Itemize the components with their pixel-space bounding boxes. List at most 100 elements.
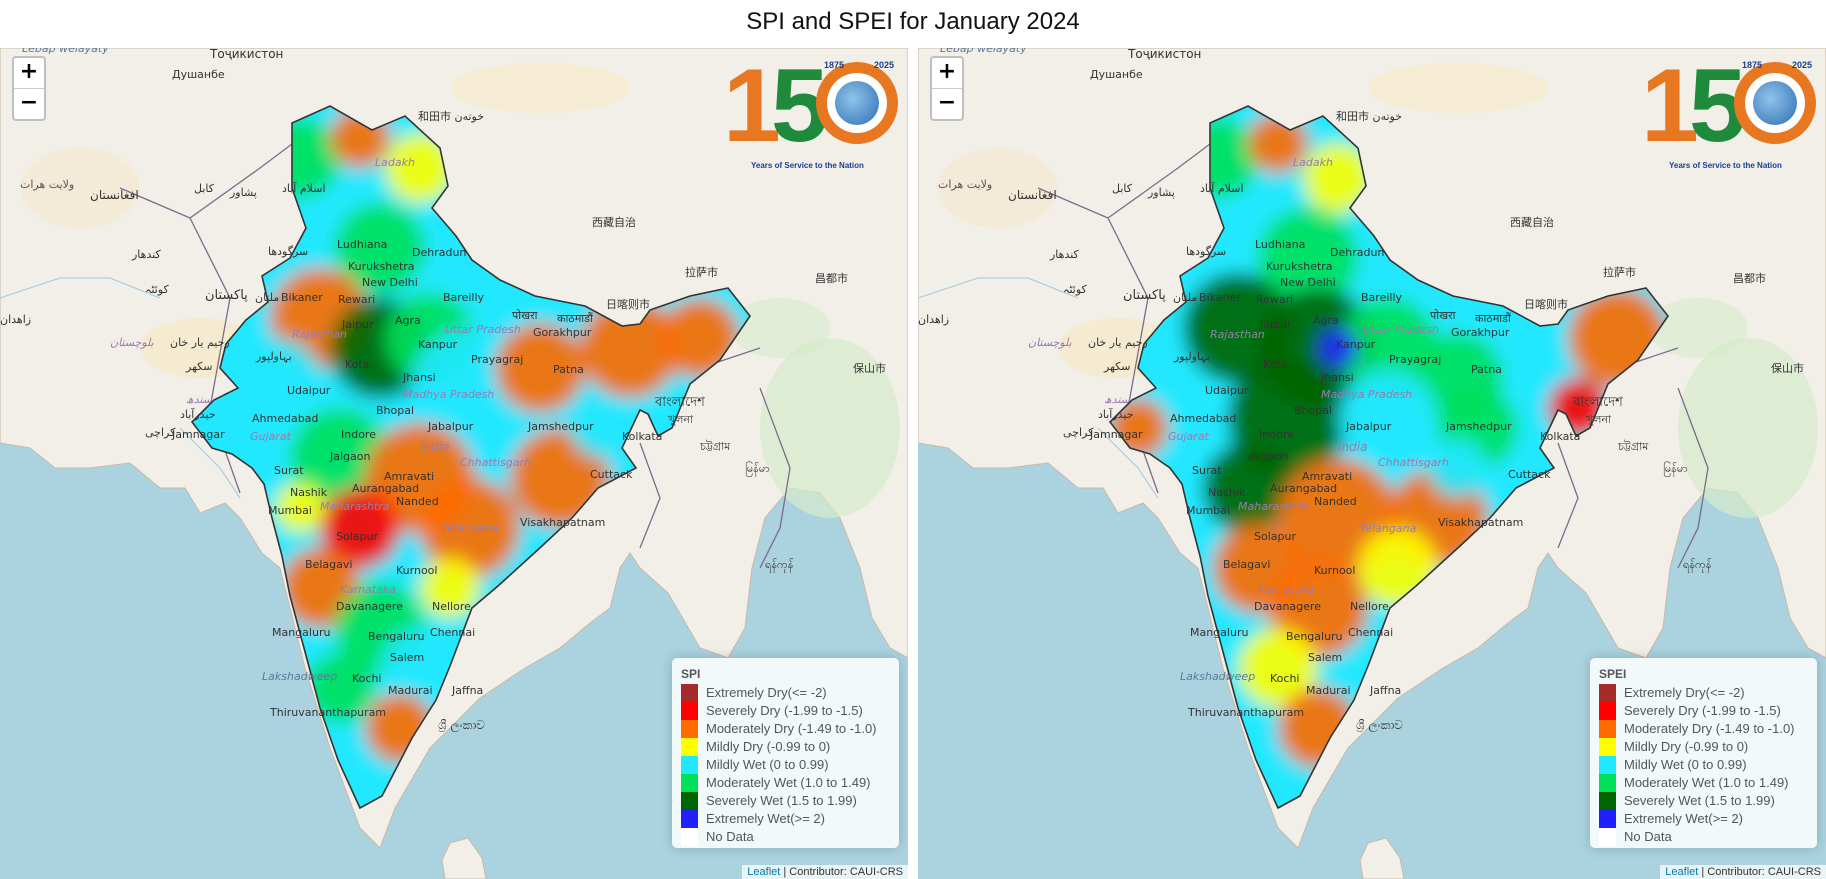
- place-uttar-pradesh: Uttar Pradesh: [1363, 323, 1439, 336]
- place-ludhiana: Ludhiana: [337, 238, 388, 251]
- legend-title: SPEI: [1599, 667, 1627, 681]
- place-bareilly: Bareilly: [1361, 291, 1403, 304]
- place-indore: Indore: [1259, 428, 1294, 441]
- imd-seal-icon: [816, 62, 898, 144]
- place-chattogram: চট্টগ্রাম: [1618, 440, 1649, 453]
- place-karachi: کراچی: [145, 426, 176, 439]
- legend-item: Moderately Wet (1.0 to 1.49): [1599, 774, 1819, 792]
- place-kurukshetra: Kurukshetra: [348, 260, 415, 273]
- place-kurnool: Kurnool: [1314, 564, 1356, 577]
- place-changdu: 昌都市: [1733, 272, 1766, 285]
- legend-item: Extremely Dry(<= -2): [1599, 684, 1819, 702]
- legend-label: Extremely Dry(<= -2): [706, 685, 827, 700]
- map-panel-spei[interactable]: Lebap welaýaty Тоҷикистон Душанбе 和田市 خو…: [918, 48, 1826, 879]
- raster-cell: [205, 393, 255, 443]
- legend-item: Severely Dry (-1.99 to -1.5): [681, 702, 901, 720]
- raster-cell: [1338, 368, 1438, 468]
- place-myanmar: မြန်မာ: [1663, 462, 1688, 475]
- base-map[interactable]: [0, 48, 908, 879]
- place-dushanbe: Душанбе: [172, 68, 225, 81]
- place-kabul: کابل: [194, 182, 214, 195]
- place-yangon: ရန်ကုန်: [765, 558, 794, 571]
- place-salem: Salem: [390, 651, 425, 664]
- legend-item: Moderately Wet (1.0 to 1.49): [681, 774, 901, 792]
- map-panel-spi[interactable]: Lebap welaýaty Тоҷикистон Душанбе 和田市 خو…: [0, 48, 908, 879]
- place-peshawar: پشاور: [1148, 186, 1175, 199]
- leaflet-link[interactable]: Leaflet: [1665, 866, 1699, 878]
- legend-label: Mildly Dry (-0.99 to 0): [706, 739, 831, 754]
- place-jalgaon: Jalgaon: [1248, 450, 1289, 463]
- place-pokhara: पोखरा: [1430, 309, 1456, 322]
- place-kolkata: Kolkata: [1540, 430, 1581, 443]
- place-peshawar: پشاور: [230, 186, 257, 199]
- place-amravati: Amravati: [384, 470, 435, 483]
- place-khulna: খুলনা: [668, 413, 694, 426]
- legend-swatch: [681, 702, 698, 720]
- legend-item: Moderately Dry (-1.49 to -1.0): [681, 720, 901, 738]
- place-cuttack: Cuttack: [590, 468, 633, 481]
- place-pokhara: पोखरा: [512, 309, 538, 322]
- place-jamnagar: Jamnagar: [172, 428, 225, 441]
- zoom-in-button[interactable]: +: [19, 59, 39, 84]
- place-zahedan: زاهدان: [0, 313, 32, 326]
- place-pakistan: پاکستان: [205, 288, 248, 303]
- place-sukkur: سکھر: [1104, 360, 1131, 373]
- place-davanagere: Davanagere: [1254, 600, 1321, 613]
- place-dehradun: Dehradun: [1330, 246, 1385, 259]
- legend-label: Extremely Wet(>= 2): [706, 811, 825, 826]
- place-dehradun: Dehradun: [412, 246, 467, 259]
- legend-item: No Data: [681, 828, 901, 846]
- place-bhopal: Bhopal: [376, 404, 415, 417]
- raster-cell: [290, 408, 390, 508]
- zoom-in-button[interactable]: +: [937, 59, 957, 84]
- india-boundary: [1108, 105, 1669, 810]
- place-chattogram: চট্টগ্রাম: [700, 440, 731, 453]
- legend-item: Severely Dry (-1.99 to -1.5): [1599, 702, 1819, 720]
- place-bangladesh: বাংলাদেশ: [1573, 395, 1623, 410]
- place-prayagraj: Prayagraj: [1389, 353, 1442, 366]
- raster-cell: [580, 298, 680, 398]
- place-islamabad: اسلام آباد: [1200, 182, 1244, 195]
- place-gorakhpur: Gorakhpur: [1451, 326, 1510, 339]
- place-balochistan: بلوچستان: [110, 336, 154, 349]
- place-telangana: Telangana: [442, 522, 499, 535]
- place-sukkur: سکھر: [186, 360, 213, 373]
- page-title: SPI and SPEI for January 2024: [746, 8, 1080, 35]
- place-rahim-yar-khan: رحیم یار خان: [170, 336, 230, 349]
- legend-swatch: [1599, 702, 1616, 720]
- place-telangana: Telangana: [1360, 522, 1417, 535]
- raster-cell: [320, 488, 400, 568]
- place-kanpur: Kanpur: [1336, 338, 1376, 351]
- legend-swatch: [1599, 828, 1616, 846]
- base-map[interactable]: [918, 48, 1826, 879]
- place-patna: Patna: [553, 363, 584, 376]
- map-attribution: Leaflet | Contributor: CAUI-CRS: [742, 865, 908, 879]
- place-gorakhpur: Gorakhpur: [533, 326, 592, 339]
- place-solapur: Solapur: [336, 530, 378, 543]
- legend-label: Mildly Wet (0 to 0.99): [706, 757, 829, 772]
- place-ladakh: Ladakh: [375, 156, 415, 169]
- leaflet-link[interactable]: Leaflet: [747, 866, 781, 878]
- place-nellore: Nellore: [432, 600, 471, 613]
- zoom-out-button[interactable]: −: [932, 88, 962, 119]
- legend-swatch: [1599, 792, 1616, 810]
- place-uttar-pradesh: Uttar Pradesh: [445, 323, 521, 336]
- legend-label: Moderately Wet (1.0 to 1.49): [1624, 775, 1789, 790]
- place-chennai: Chennai: [1348, 626, 1394, 639]
- legend-swatch: [681, 756, 698, 774]
- zoom-out-button[interactable]: −: [14, 88, 44, 119]
- imd-150-logo: 15 1875 2025 Years of Service to the Nat…: [1641, 54, 1816, 176]
- raster-cell: [240, 338, 320, 418]
- place-shigatse: 日喀则市: [1524, 298, 1568, 311]
- place-mangaluru: Mangaluru: [272, 626, 331, 639]
- place-mumbai: Mumbai: [268, 504, 312, 517]
- legend-label: Moderately Wet (1.0 to 1.49): [706, 775, 871, 790]
- legend-label: Severely Wet (1.5 to 1.99): [706, 793, 857, 808]
- raster-cell: [1258, 208, 1358, 308]
- place-madhya-pradesh: Madhya Pradesh: [403, 388, 495, 401]
- place-bangladesh: বাংলাদেশ: [655, 395, 705, 410]
- place-jamshedpur: Jamshedpur: [1446, 420, 1512, 433]
- raster-cell: [420, 478, 520, 578]
- legend-item: Extremely Dry(<= -2): [681, 684, 901, 702]
- place-surat: Surat: [1192, 464, 1222, 477]
